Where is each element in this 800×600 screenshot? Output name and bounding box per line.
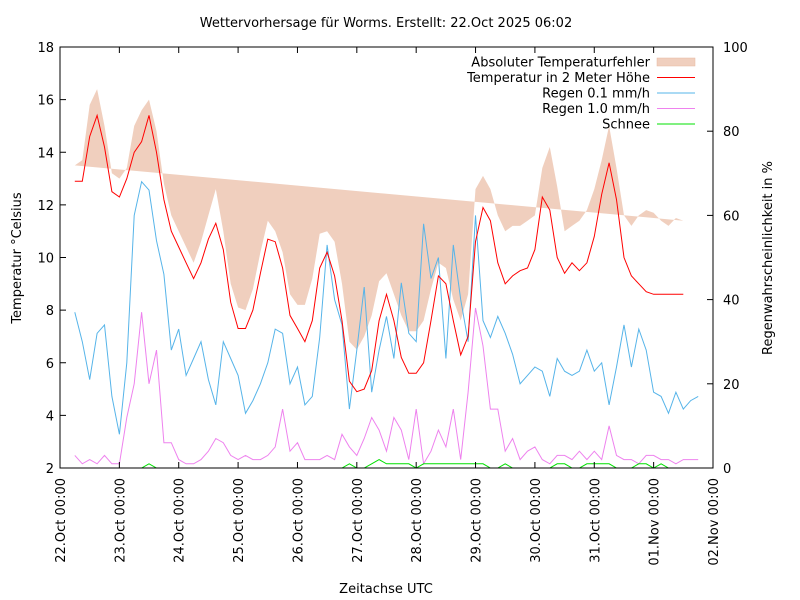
series-line-temperatur-in-2-meter-h-he (74, 113, 684, 393)
series-line-regen-0-1-mm-h (74, 180, 699, 435)
x-tick-label: 31.Oct 00:00 (588, 478, 603, 563)
temperature-error-band (74, 89, 684, 350)
series-line-schnee (74, 459, 699, 469)
legend-item: Absoluter Temperaturfehler (471, 56, 696, 71)
x-tick-label: 30.Oct 00:00 (529, 478, 544, 563)
legend-item: Schnee (602, 118, 695, 133)
chart-title: Wettervorhersage für Worms. Erstellt: 22… (200, 16, 572, 31)
y-tick-label: 10 (37, 252, 54, 267)
y-axis-left: 2 4 6 8 10 12 14 16 18 (37, 41, 66, 477)
x-tick-label: 02.Nov 00:00 (707, 478, 722, 566)
legend-item: Regen 1.0 mm/h (542, 102, 695, 117)
x-tick-label: 27.Oct 00:00 (351, 478, 366, 563)
series-line-regen-1-0-mm-h (74, 307, 699, 466)
legend-item: Regen 0.1 mm/h (542, 87, 695, 102)
legend-label: Schnee (602, 118, 650, 133)
x-tick-label: 28.Oct 00:00 (410, 478, 425, 563)
legend-label: Absoluter Temperaturfehler (471, 56, 650, 71)
x-axis-title: Zeitachse UTC (339, 582, 433, 597)
legend-item: Temperatur in 2 Meter Höhe (466, 71, 695, 86)
y-tick-label: 6 (46, 357, 54, 372)
y-tick-label: 12 (37, 199, 54, 214)
x-axis: 22.Oct 00:00 23.Oct 00:00 24.Oct 00:00 25.O… (54, 47, 722, 566)
x-tick-label: 23.Oct 00:00 (113, 478, 128, 563)
y-tick-label: 16 (37, 94, 54, 109)
y2-tick-label: 0 (723, 462, 731, 477)
y-axis-right: 0 20 40 60 80 100 (707, 41, 748, 477)
x-tick-label: 22.Oct 00:00 (54, 478, 69, 563)
y2-tick-label: 100 (723, 41, 748, 56)
y-tick-label: 18 (37, 41, 54, 56)
temperature-error-band-group (74, 89, 684, 350)
x-tick-label: 01.Nov 00:00 (648, 478, 663, 566)
y-tick-label: 4 (46, 409, 54, 424)
y2-tick-label: 20 (723, 378, 740, 393)
x-tick-label: 29.Oct 00:00 (470, 478, 485, 563)
x-tick-label: 24.Oct 00:00 (173, 478, 188, 563)
legend-label: Regen 1.0 mm/h (542, 102, 650, 117)
y2-axis-title: Regenwahrscheinlichkeit in % (761, 161, 776, 355)
x-tick-label: 25.Oct 00:00 (232, 478, 247, 563)
y-tick-label: 14 (37, 146, 54, 161)
y2-tick-label: 60 (723, 209, 740, 224)
legend-swatch (656, 57, 696, 67)
y-tick-label: 2 (46, 462, 54, 477)
y2-tick-label: 80 (723, 125, 740, 140)
legend-label: Temperatur in 2 Meter Höhe (466, 71, 650, 86)
y-axis-title: Temperatur °Celsius (10, 192, 25, 325)
y2-tick-label: 40 (723, 294, 740, 309)
y-tick-label: 8 (46, 304, 54, 319)
x-tick-label: 26.Oct 00:00 (291, 478, 306, 563)
legend-label: Regen 0.1 mm/h (542, 87, 650, 102)
